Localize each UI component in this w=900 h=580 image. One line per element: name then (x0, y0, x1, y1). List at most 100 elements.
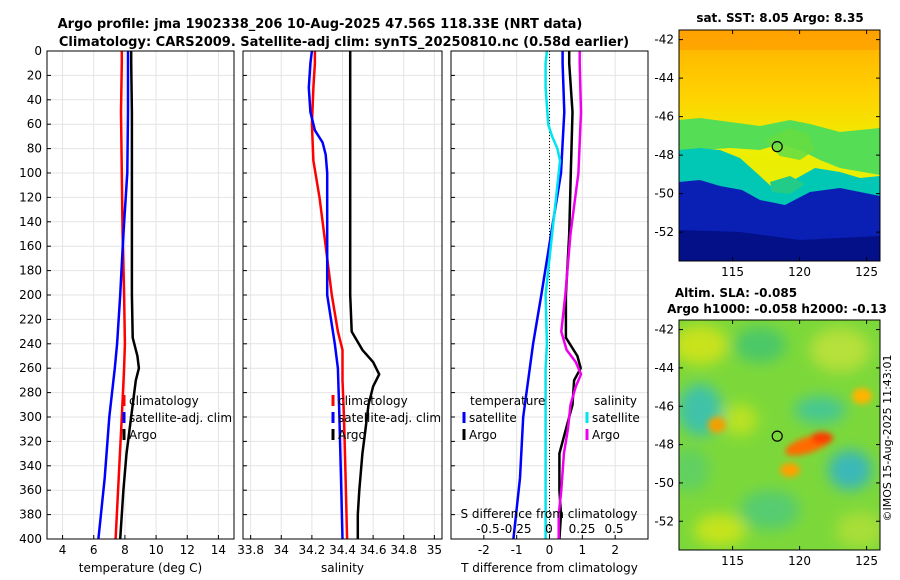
secondary-x-tick-label: 0 (545, 522, 553, 536)
series-line-temperature-argo (558, 51, 582, 540)
sst-map-image (679, 30, 880, 261)
diff-frame (450, 50, 649, 540)
legend-label: satellite (469, 411, 517, 425)
map-x-tick-label: 125 (855, 554, 878, 568)
map-y-tick-label: -50 (654, 476, 674, 490)
y-tick-label: 400 (19, 532, 42, 546)
figure-title-line2: Climatology: CARS2009. Satellite-adj cli… (59, 35, 629, 50)
y-tick-label: 40 (27, 93, 42, 107)
temp-x-tick-label: 6 (90, 543, 98, 557)
temp-x-tick-label: 14 (211, 543, 226, 557)
sst-map-frame (678, 29, 881, 262)
y-tick-label: 320 (19, 434, 42, 448)
temp-x-tick-label: 8 (121, 543, 129, 557)
y-tick-label: 120 (19, 190, 42, 204)
y-tick-label: 260 (19, 361, 42, 375)
secondary-x-tick-label: -0.25 (500, 522, 531, 536)
secondary-x-tick-label: 0.5 (604, 522, 623, 536)
secondary-x-tick-label: -0.5 (476, 522, 499, 536)
map-x-tick-label: 120 (788, 265, 811, 279)
map-x-tick-label: 115 (721, 265, 744, 279)
map-y-tick-label: -48 (654, 148, 674, 162)
y-tick-label: 360 (19, 483, 42, 497)
diff-x-tick-label: 1 (579, 543, 587, 557)
diff-x-axis-label: T difference from climatology (460, 561, 638, 575)
sal-frame (242, 50, 443, 540)
map-y-tick-label: -50 (654, 187, 674, 201)
map-y-tick-label: -52 (654, 225, 674, 239)
y-tick-label: 160 (19, 239, 42, 253)
y-tick-label: 100 (19, 166, 42, 180)
secondary-x-tick-label: 0.25 (569, 522, 596, 536)
y-tick-label: 380 (19, 508, 42, 522)
salinity-panel: 33.8 34 34.2 34.4 34.6 34.8 35 salinity climatol… (237, 50, 443, 575)
temp-x-axis-label: temperature (deg C) (79, 561, 202, 575)
map-y-tick-label: -44 (654, 71, 674, 85)
y-tick-label: 200 (19, 288, 42, 302)
map-y-tick-label: -46 (654, 110, 674, 124)
legend-label: climatology (338, 394, 408, 408)
legend-label: satellite (592, 411, 640, 425)
diff-x-tick-label: 0 (546, 543, 554, 557)
y-tick-label: 20 (27, 68, 42, 82)
series-line-salinity-argo (557, 51, 583, 539)
legend-label: Argo (469, 428, 497, 442)
map-y-tick-label: -52 (654, 514, 674, 528)
y-tick-label: 80 (27, 142, 42, 156)
figure-title-line1: Argo profile: jma 1902338_206 10-Aug-202… (58, 17, 583, 32)
diff-x-tick-label: -1 (511, 543, 523, 557)
y-tick-label: 220 (19, 312, 42, 326)
y-tick-label: 340 (19, 459, 42, 473)
sal-x-tick-label: 33.8 (237, 543, 264, 557)
y-tick-label: 280 (19, 386, 42, 400)
legend-title-temperature: temperature (470, 394, 545, 408)
diff-x-tick-label: -2 (478, 543, 490, 557)
series-line-argo (118, 51, 141, 540)
map-y-tick-label: -42 (654, 323, 674, 337)
series-line-satellite-adj-clim (97, 51, 130, 540)
sla-argo-marker (771, 430, 783, 442)
sal-x-tick-label: 34.4 (329, 543, 356, 557)
temperature-panel: 0 20 40 60 80 100 120 140 160 180 200 220 240 260 280 3… (19, 44, 235, 575)
sla-map-panel: Altim. SLA: -0.085 Argo h1000: -0.058 h2… (654, 286, 886, 568)
sla-map-frame (678, 319, 881, 551)
sal-x-tick-label: 34.6 (360, 543, 387, 557)
sal-x-tick-label: 34.2 (299, 543, 326, 557)
legend-label: satellite-adj. clim (129, 411, 232, 425)
map-y-tick-label: -48 (654, 438, 674, 452)
temp-x-tick-label: 10 (148, 543, 163, 557)
series-line-argo (348, 51, 381, 539)
y-tick-label: 240 (19, 337, 42, 351)
legend-label: satellite-adj. clim (338, 411, 441, 425)
legend-title-salinity: salinity (594, 394, 637, 408)
series-line-climatology (114, 51, 127, 540)
secondary-x-axis-label: S difference from climatology (461, 507, 638, 521)
temp-x-tick-label: 4 (59, 543, 67, 557)
sla-map-subtitle: Argo h1000: -0.058 h2000: -0.13 (667, 302, 887, 316)
y-tick-label: 300 (19, 410, 42, 424)
sla-map-image (679, 320, 880, 550)
legend-label: climatology (129, 394, 199, 408)
series-line-satellite-adj-clim (307, 50, 344, 540)
sal-x-tick-label: 35 (427, 543, 442, 557)
map-y-tick-label: -44 (654, 361, 674, 375)
legend-label: Argo (338, 428, 366, 442)
diff-x-tick-label: 2 (611, 543, 619, 557)
y-tick-label: 140 (19, 215, 42, 229)
map-x-tick-label: 120 (788, 554, 811, 568)
sst-map-panel: sat. SST: 8.05 Argo: 8.35 -42 -44 -46 -48 -5… (654, 11, 881, 279)
y-tick-label: 180 (19, 264, 42, 278)
map-y-tick-label: -42 (654, 33, 674, 47)
y-tick-label: 0 (34, 44, 42, 58)
map-x-tick-label: 115 (721, 554, 744, 568)
sst-map-title: sat. SST: 8.05 Argo: 8.35 (696, 11, 863, 25)
temp-x-tick-label: 12 (180, 543, 195, 557)
map-x-tick-label: 125 (855, 265, 878, 279)
sal-x-axis-label: salinity (321, 561, 364, 575)
sst-argo-marker (771, 141, 783, 153)
imos-watermark: ©IMOS 15-Aug-2025 11:43:01 (881, 355, 894, 522)
sal-x-tick-label: 34 (274, 543, 289, 557)
sal-x-tick-label: 34.8 (390, 543, 417, 557)
series-line-salinity-satellite (544, 50, 562, 539)
temp-frame (46, 50, 235, 540)
